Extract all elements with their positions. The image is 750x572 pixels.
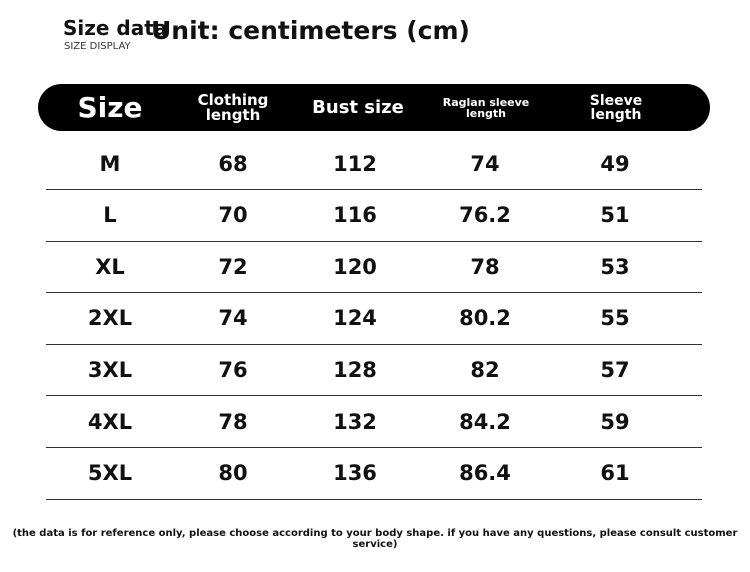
table-row: 5XL 80 136 86.4 61 [46,448,702,500]
cell-sleeve-length: 55 [600,306,630,331]
cell-bust-size: 124 [333,306,377,331]
cell-sleeve-length: 53 [600,254,630,279]
cell-bust-size: 116 [333,203,377,228]
cell-clothing-length: 72 [218,254,248,279]
cell-raglan-sleeve-length: 80.2 [459,306,511,331]
table-row: L 70 116 76.2 51 [46,190,702,242]
header-raglan-sleeve-length: Raglan sleeve length [442,95,530,120]
cell-size: 3XL [87,357,133,382]
header-size: Size [77,90,143,124]
cell-clothing-length: 74 [218,306,248,331]
cell-size: M [99,151,121,176]
cell-size: XL [95,254,125,279]
disclaimer-note: (the data is for reference only, please … [12,528,738,550]
cell-bust-size: 120 [333,254,377,279]
cell-raglan-sleeve-length: 86.4 [459,461,511,486]
table-row: XL 72 120 78 53 [46,241,702,294]
header-sleeve-length: Sleeve length [589,92,643,123]
cell-clothing-length: 80 [218,461,248,486]
cell-bust-size: 128 [333,357,377,382]
cell-raglan-sleeve-length: 76.2 [459,203,511,228]
unit-label: Unit: centimeters (cm) [151,16,470,45]
cell-clothing-length: 76 [218,357,248,382]
cell-size: L [103,203,117,228]
cell-raglan-sleeve-length: 78 [470,254,500,279]
cell-bust-size: 112 [333,151,377,176]
cell-size: 2XL [87,306,133,331]
cell-sleeve-length: 51 [600,203,630,228]
cell-size: 4XL [87,409,133,434]
cell-raglan-sleeve-length: 82 [470,357,500,382]
cell-sleeve-length: 59 [600,409,630,434]
cell-raglan-sleeve-length: 84.2 [459,409,511,434]
cell-bust-size: 136 [333,461,377,486]
cell-sleeve-length: 49 [600,151,630,176]
table-row: 2XL 74 124 80.2 55 [46,293,702,345]
table-header: Size Clothing length Bust size Raglan sl… [38,84,710,131]
table-row: 4XL 78 132 84.2 59 [46,396,702,448]
table-row: 3XL 76 128 82 57 [46,344,702,397]
cell-sleeve-length: 57 [600,357,630,382]
cell-sleeve-length: 61 [600,461,630,486]
title-size-data: Size data [63,16,168,40]
header-clothing-length: Clothing length [197,90,269,124]
cell-size: 5XL [87,461,133,486]
title-size-display: SIZE DISPLAY [64,41,131,52]
header-bust-size: Bust size [312,96,404,118]
cell-clothing-length: 68 [218,151,248,176]
cell-raglan-sleeve-length: 74 [470,151,500,176]
cell-bust-size: 132 [333,409,377,434]
cell-clothing-length: 78 [218,409,248,434]
cell-clothing-length: 70 [218,203,248,228]
table-row: M 68 112 74 49 [46,138,702,190]
